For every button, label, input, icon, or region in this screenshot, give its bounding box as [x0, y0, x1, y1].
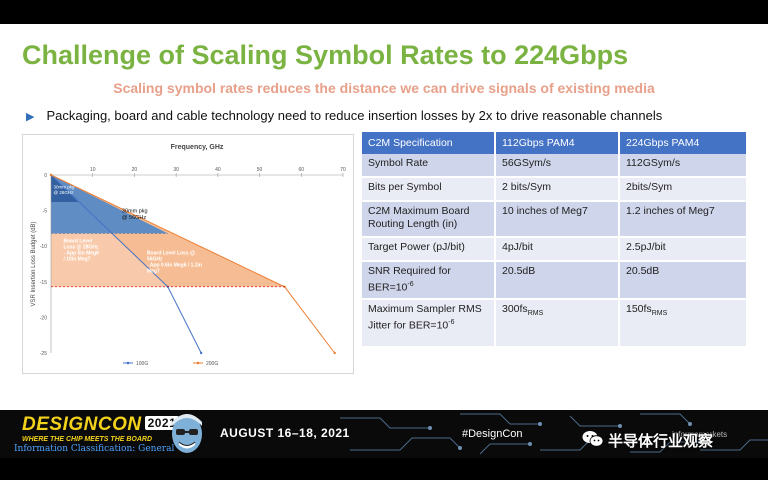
value-text: 300fs — [502, 302, 528, 315]
insertion-loss-chart: Frequency, GHz 10 20 30 40 50 60 70 0 -5 -10 -15 -20… — [22, 134, 354, 374]
x-tick-label: 60 — [299, 167, 305, 173]
value-text: 150fs — [626, 302, 652, 315]
spec-exponent: -6 — [448, 318, 455, 326]
slide-title: Challenge of Scaling Symbol Rates to 224… — [22, 40, 629, 70]
table-cell: 20.5dB — [619, 261, 748, 300]
legend-label-100G: 100G — [136, 361, 148, 367]
annotation-line: @ 56GHz — [122, 215, 146, 221]
spec-text: SNR Required for BER=10 — [368, 265, 451, 294]
y-axis-label: VSR Insertion Loss Budget (dB) — [31, 221, 37, 306]
x-tick-label: 40 — [215, 167, 221, 173]
informa-markets-logo: informamarkets — [672, 430, 728, 439]
table-cell: Symbol Rate — [362, 154, 496, 178]
chart-annotation: 30mm pkg @ 28GHz — [54, 185, 76, 196]
y-tick-label: -25 — [40, 351, 47, 357]
table-header-row: C2M Specification 112Gbps PAM4 224Gbps P… — [362, 132, 748, 154]
y-tick-label: -5 — [43, 209, 48, 215]
information-classification: Information Classification: General — [14, 444, 175, 454]
legend-marker-200G — [196, 361, 200, 365]
annotation-line: Board Level Loss @ — [147, 251, 195, 257]
table-cell: C2M Maximum Board Routing Length (in) — [362, 201, 496, 238]
table-cell: 150fsRMS — [619, 298, 748, 348]
series-point-100G — [199, 351, 203, 355]
table-cell: 2 bits/Sym — [495, 177, 620, 202]
x-tick-label: 30 — [173, 167, 179, 173]
value-subscript: RMS — [651, 309, 668, 317]
annotation-line: Loss @ 28GHz — [64, 245, 99, 251]
y-tick-label: -15 — [40, 280, 47, 286]
logo-text: DESIGNCON — [22, 414, 142, 435]
spec-text: Maximum Sampler RMS Jitter for BER=10 — [368, 302, 482, 332]
legend-label-200G: 200G — [206, 361, 218, 367]
series-point-200G — [49, 173, 53, 177]
x-tick-label: 10 — [90, 167, 96, 173]
table-cell: 4pJ/bit — [495, 237, 620, 262]
table-cell: 10 inches of Meg7 — [495, 201, 620, 238]
x-tick-label: 70 — [340, 167, 346, 173]
table-row: C2M Maximum Board Routing Length (in) 10… — [362, 201, 748, 238]
slide-subtitle: Scaling symbol rates reduces the distanc… — [113, 80, 655, 96]
bullet-arrow-icon: ▶ — [26, 111, 35, 123]
annotation-line: 30mm pkg — [54, 185, 76, 190]
table-cell: 112GSym/s — [619, 154, 748, 178]
chart-annotation: Board Level Loss @ 28GHz - App 5in Meg6/ 1… — [64, 239, 100, 263]
event-dates: AUGUST 16–18, 2021 — [220, 426, 350, 440]
chart-annotation: Board Level Loss @56GHz - App 0.6in Meg6 … — [147, 251, 202, 275]
table-row: Maximum Sampler RMS Jitter for BER=10-6 … — [362, 298, 748, 348]
table-header-cell: 224Gbps PAM4 — [619, 132, 748, 154]
event-hashtag: #DesignCon — [462, 428, 523, 440]
table-row: Target Power (pJ/bit) 4pJ/bit 2.5pJ/bit — [362, 237, 748, 262]
designcon-logo: DESIGNCON 2021 — [22, 414, 180, 436]
y-tick-label: -20 — [40, 315, 47, 321]
table-cell: Maximum Sampler RMS Jitter for BER=10-6 — [362, 298, 496, 348]
annotation-line: 30mm pkg — [122, 209, 148, 215]
x-tick-label: 20 — [132, 167, 138, 173]
value-subscript: RMS — [527, 309, 544, 317]
table-cell: 1.2 inches of Meg7 — [619, 201, 748, 238]
annotation-line: Board Level — [64, 239, 93, 245]
table-cell: SNR Required for BER=10-6 — [362, 261, 496, 300]
chart-title: Frequency, GHz — [171, 144, 224, 151]
logo-year: 2021 — [144, 416, 180, 430]
bullet-item: ▶ Packaging, board and cable technology n… — [26, 108, 756, 123]
spec-exponent: -6 — [407, 281, 414, 288]
watermark-account-name: 半导体行业观察 — [608, 432, 714, 450]
annotation-line: 56GHz — [147, 257, 163, 263]
table-cell: 2bits/Sym — [619, 177, 748, 202]
table-row: Bits per Symbol 2 bits/Sym 2bits/Sym — [362, 177, 748, 202]
annotation-line: - App 5in Meg6 — [64, 251, 100, 257]
wechat-icon — [582, 431, 604, 447]
table-header-cell: 112Gbps PAM4 — [495, 132, 620, 154]
y-tick-label: -10 — [40, 244, 47, 250]
table-header-cell: C2M Specification — [362, 132, 496, 154]
table-row: SNR Required for BER=10-6 20.5dB 20.5dB — [362, 261, 748, 300]
chart-annotation: 30mm pkg @ 56GHz — [122, 209, 148, 222]
annotation-line: / 10in Meg7 — [64, 257, 91, 263]
table-cell: 2.5pJ/bit — [619, 237, 748, 262]
bullet-text: Packaging, board and cable technology ne… — [46, 108, 663, 123]
table-cell: 300fsRMS — [495, 298, 620, 348]
table-cell: 56GSym/s — [495, 154, 620, 178]
slide: Challenge of Scaling Symbol Rates to 224… — [0, 24, 768, 410]
y-tick-label: 0 — [44, 173, 47, 179]
mascot-face-icon — [172, 414, 202, 453]
table-cell: Bits per Symbol — [362, 177, 496, 202]
x-tick-label: 50 — [257, 167, 263, 173]
annotation-line: Meg7 — [147, 269, 160, 275]
legend-marker-100G — [126, 361, 130, 365]
table-cell: 20.5dB — [495, 261, 620, 300]
package-loss-28ghz-region — [51, 175, 79, 203]
chart-svg: Frequency, GHz 10 20 30 40 50 60 70 0 -5 -10 -15 -20… — [31, 144, 346, 367]
c2m-spec-table: C2M Specification 112Gbps PAM4 224Gbps P… — [362, 132, 748, 348]
table-row: Symbol Rate 56GSym/s 112GSym/s — [362, 154, 748, 178]
annotation-line: @ 28GHz — [54, 190, 75, 195]
annotation-line: - App 0.6in Meg6 / 1.2in — [147, 263, 202, 269]
table-cell: Target Power (pJ/bit) — [362, 237, 496, 262]
footer-banner: DESIGNCON 2021 WHERE THE CHIP MEETS THE B… — [0, 410, 768, 458]
logo-tagline: WHERE THE CHIP MEETS THE BOARD — [22, 436, 153, 443]
series-point-200G — [333, 351, 336, 355]
